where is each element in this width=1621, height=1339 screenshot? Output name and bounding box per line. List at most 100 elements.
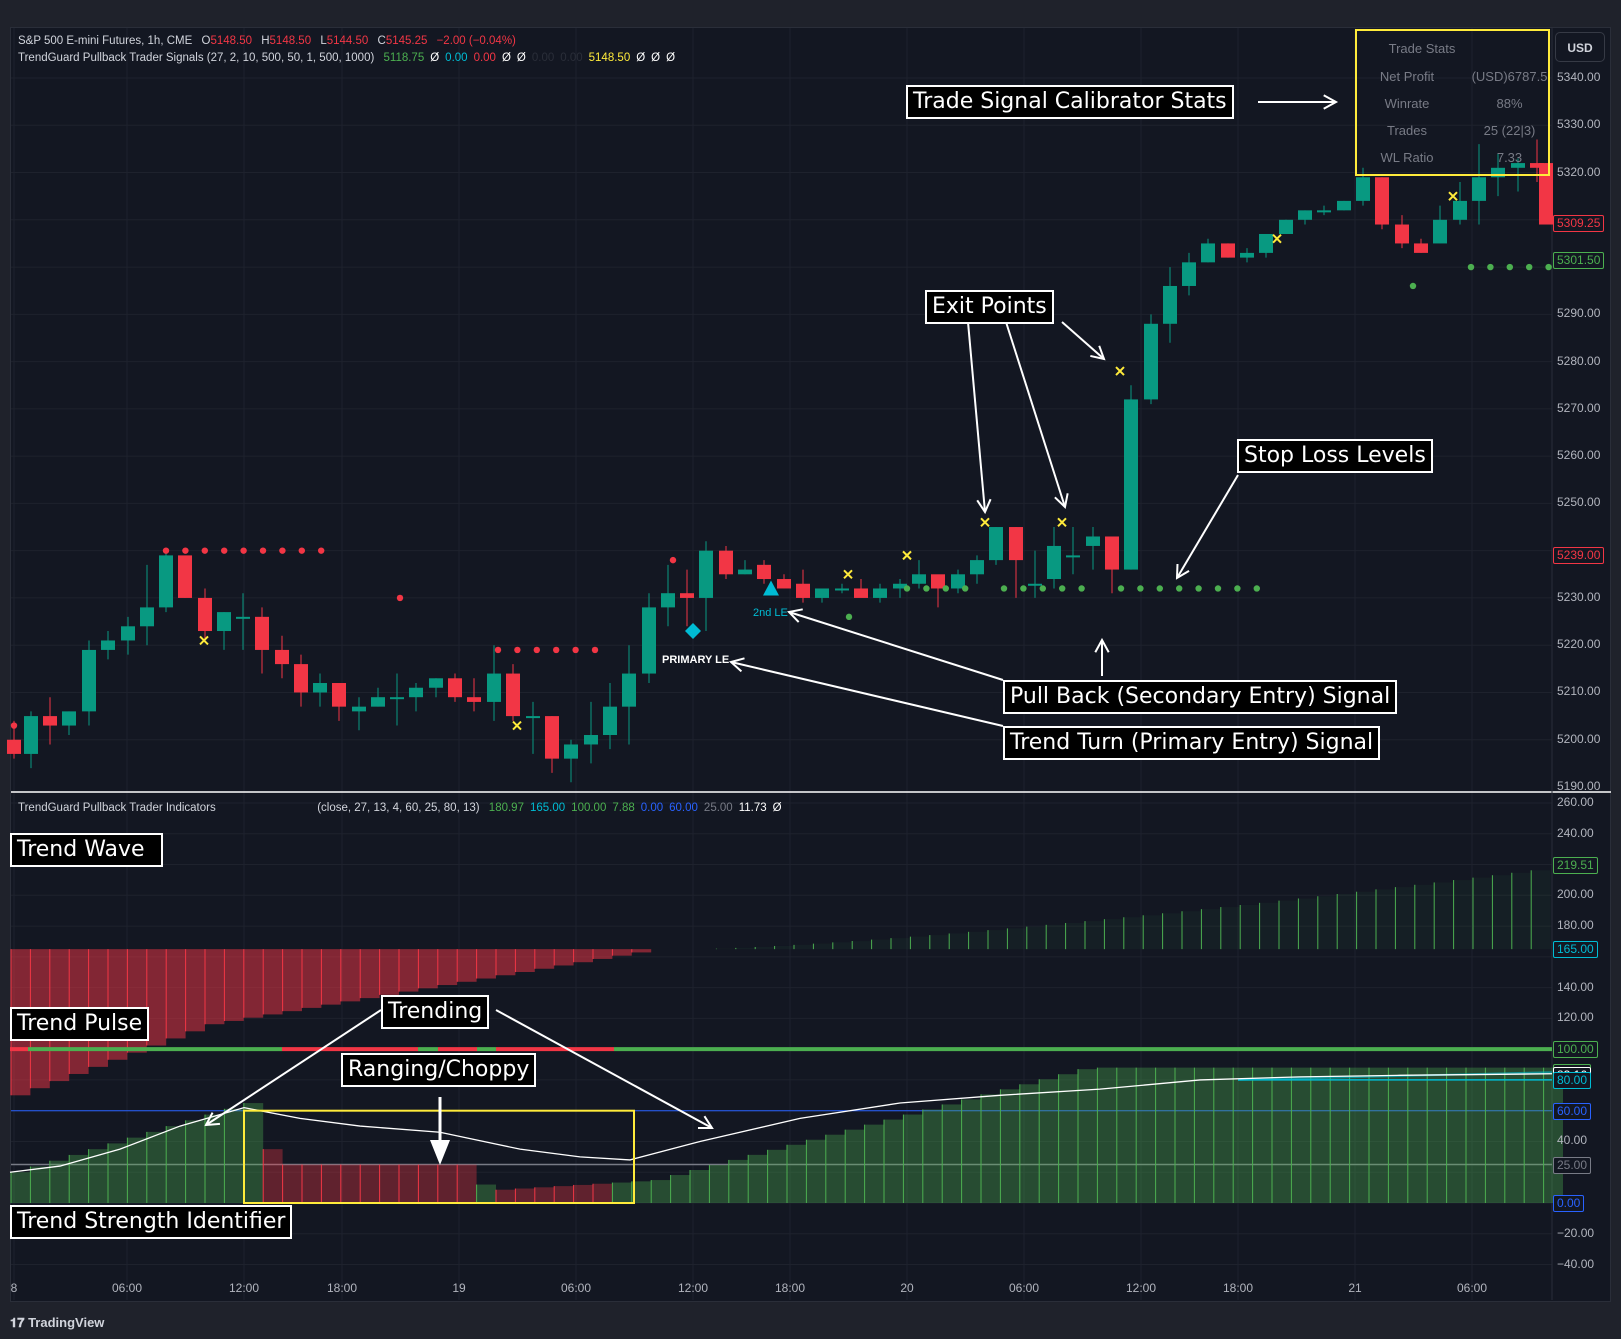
legend-value: Ø	[501, 52, 511, 64]
price-tag: 219.51	[1553, 857, 1598, 875]
symbol-name: S&P 500 E-mini Futures, 1h, CME	[18, 35, 193, 47]
axis-tick-label: 5260.00	[1557, 448, 1601, 463]
trend-strength-area	[1485, 1067, 1505, 1203]
time-axis-label: 20	[900, 1281, 914, 1295]
trend-wave-red-area	[146, 949, 167, 1046]
axis-tick-label: 5250.00	[1557, 495, 1601, 510]
trend-wave-red-area	[205, 949, 225, 1025]
annotation-exit-points: Exit Points	[925, 290, 1054, 324]
trend-strength-area	[88, 1149, 108, 1203]
trending-arrow-left	[205, 1009, 382, 1126]
candle-body	[951, 574, 965, 589]
trend-wave-green-area	[813, 943, 833, 950]
trend-strength-area	[1194, 1067, 1214, 1203]
candle-body	[352, 706, 366, 712]
indicators-name[interactable]: TrendGuard Pullback Trader Indicators	[18, 802, 216, 814]
trend-strength-area	[146, 1131, 167, 1203]
trend-wave-red-area	[631, 949, 652, 953]
exit-arrow-1	[967, 321, 986, 513]
candle-body	[178, 555, 192, 598]
trend-strength-line	[9, 1073, 1553, 1173]
trend-wave-red-area	[437, 949, 458, 986]
stop-loss-dot	[1467, 263, 1475, 271]
candle-body	[1124, 399, 1138, 570]
candle-body	[1182, 262, 1196, 286]
trend-wave-green-area	[1143, 915, 1163, 950]
trending-arrow-right-head	[698, 1115, 714, 1129]
trend-wave-green-area	[1085, 921, 1105, 950]
candle-body	[62, 711, 76, 726]
signals-indicator-name[interactable]: TrendGuard Pullback Trader Signals (27, …	[18, 52, 375, 64]
stop-loss-dot	[221, 547, 228, 554]
candle-body	[1279, 219, 1293, 234]
candle-body	[1086, 536, 1100, 546]
candle-body	[1414, 243, 1428, 253]
legend-value: Ø	[516, 52, 526, 64]
trend-turn-arrow	[730, 661, 1004, 727]
legend-value: 0.00	[531, 52, 555, 64]
stop-loss-dot	[1234, 585, 1241, 592]
stats-arrow-head	[1323, 94, 1339, 110]
trend-strength-area	[360, 1164, 380, 1203]
trend-strength-area	[787, 1144, 807, 1203]
trend-strength-area	[1272, 1067, 1292, 1203]
trend-strength-area	[845, 1129, 865, 1203]
trend-wave-green-area	[1220, 907, 1241, 950]
trend-wave-red-area	[166, 949, 186, 1039]
candle-body	[275, 649, 289, 665]
indicators-legend[interactable]: TrendGuard Pullback Trader Indicators (c…	[18, 802, 794, 814]
candle-body	[1491, 167, 1505, 178]
trend-wave-red-area	[321, 949, 341, 1005]
signals-indicator-legend[interactable]: TrendGuard Pullback Trader Signals (27, …	[18, 52, 687, 64]
candle-body	[1356, 177, 1370, 201]
low-value: L5144.50	[320, 35, 369, 47]
stop-loss-dot	[1020, 585, 1027, 592]
candle-body	[1530, 163, 1544, 168]
trend-strength-area	[437, 1164, 458, 1203]
tradingview-logo[interactable]: 𝟏𝟕 TradingView	[10, 1315, 105, 1330]
trend-strength-area	[243, 1103, 264, 1203]
trend-strength-area	[981, 1094, 1001, 1203]
trend-strength-area	[205, 1114, 225, 1203]
trade-stats-table: Trade Stats Net Profit (USD)6787.5 Winrat…	[1355, 29, 1550, 176]
currency-button[interactable]: USD	[1555, 32, 1605, 62]
candle-body	[1433, 219, 1447, 244]
trend-wave-green-area	[988, 930, 1008, 950]
annotation-trending: Trending	[381, 995, 490, 1029]
exit-arrow-1-head	[976, 498, 992, 515]
candle-body	[796, 583, 810, 598]
candle-body	[1337, 200, 1351, 211]
exit-arrow-3	[1061, 321, 1105, 360]
stop-loss-dot	[1526, 263, 1533, 271]
stop-loss-dot	[279, 547, 286, 554]
candle-body	[854, 588, 868, 598]
trend-strength-area	[379, 1164, 399, 1203]
indicators-params: (close, 27, 13, 4, 60, 25, 80, 13)	[317, 802, 480, 814]
price-tag: 5239.00	[1553, 547, 1605, 565]
axis-tick-label: 5330.00	[1557, 117, 1601, 132]
candle-body	[1047, 545, 1061, 580]
trend-strength-area	[1039, 1079, 1059, 1203]
axis-tick-label: 5200.00	[1557, 731, 1601, 746]
stop-loss-dot	[1137, 585, 1144, 592]
trend-wave-green-area	[1473, 877, 1493, 950]
axis-tick-label: 40.00	[1557, 1133, 1588, 1148]
exit-x-icon	[980, 517, 990, 528]
trend-strength-area	[767, 1149, 787, 1203]
candle-body	[217, 612, 231, 632]
candle-body	[371, 697, 385, 707]
trend-wave-green-area	[1434, 882, 1454, 950]
candle-body	[699, 550, 713, 598]
stop-loss-dot	[1214, 585, 1222, 592]
trend-wave-green-area	[968, 931, 988, 950]
legend-value: Ø	[636, 52, 646, 64]
axis-tick-label: 5280.00	[1557, 353, 1601, 368]
trend-wave-green-area	[1356, 891, 1376, 950]
stop-loss-dot	[514, 646, 521, 654]
candle-body	[159, 555, 173, 608]
trend-strength-area	[612, 1182, 632, 1203]
stop-loss-dot	[903, 585, 911, 592]
time-axis-label: 06:00	[1008, 1281, 1040, 1295]
trend-wave-green-area	[1123, 917, 1144, 950]
